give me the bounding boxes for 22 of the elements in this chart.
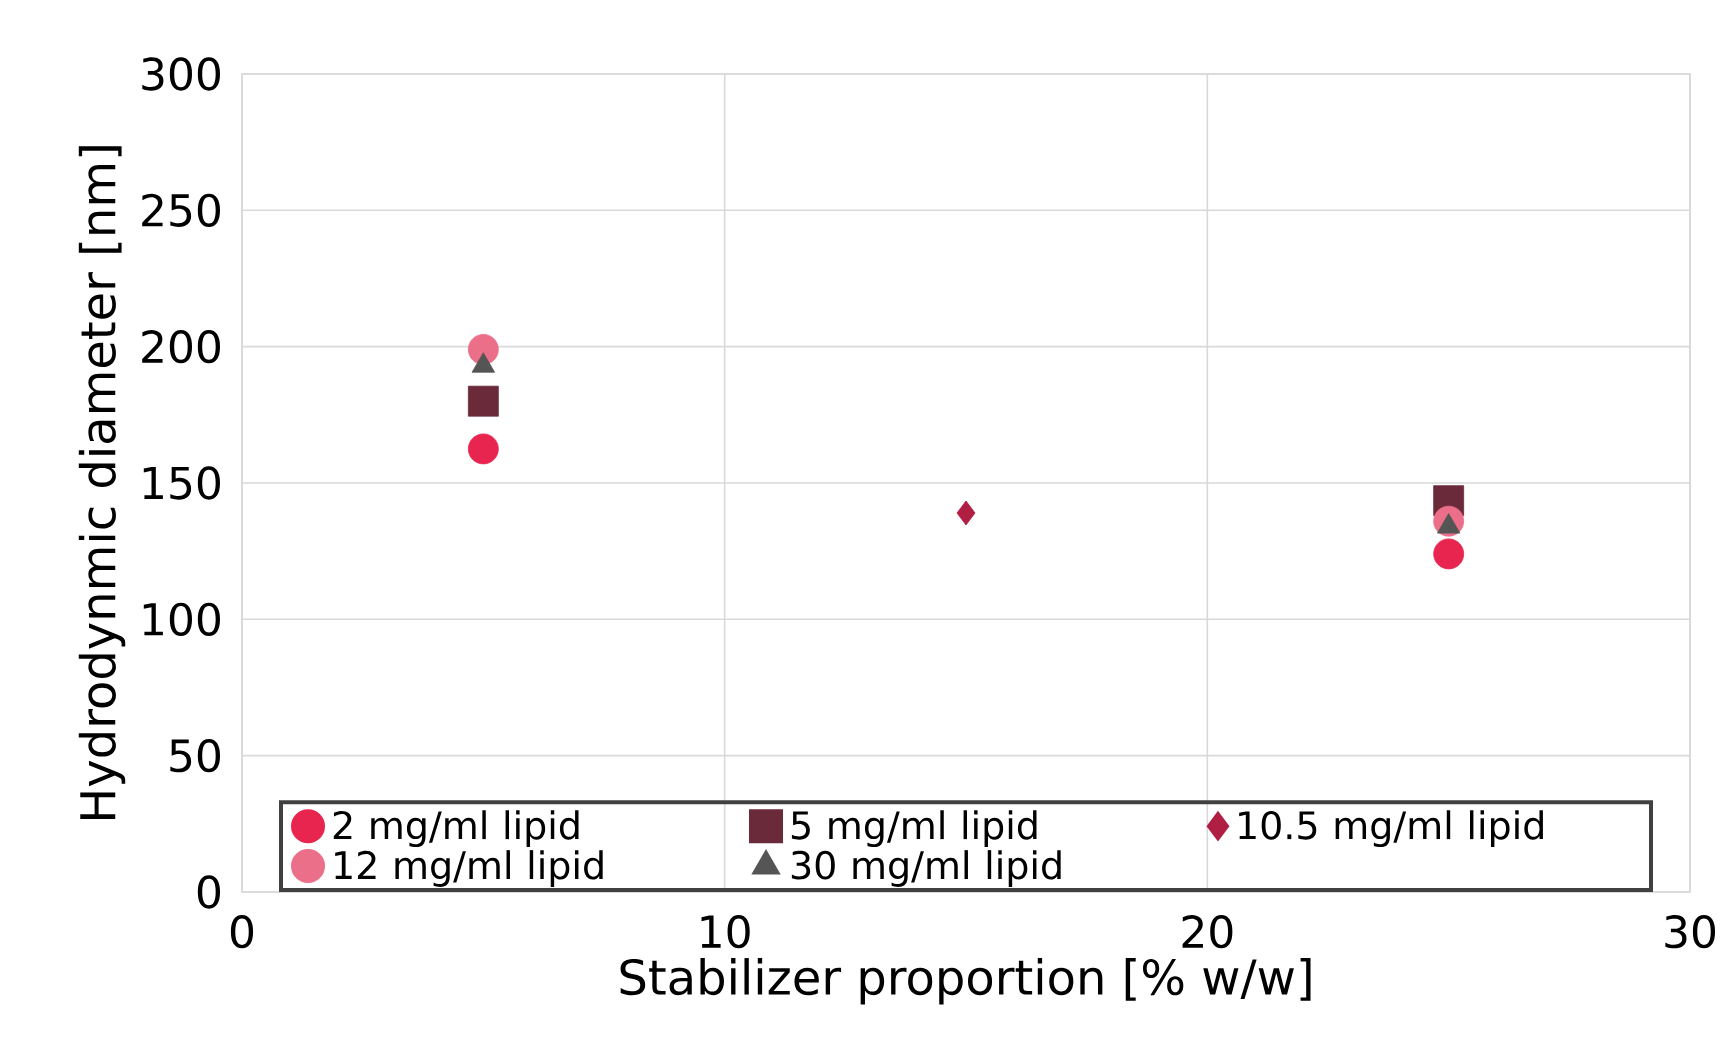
legend-label: 10.5 mg/ml lipid xyxy=(1239,810,1543,848)
x-tick-label: 0 xyxy=(230,915,254,949)
x-tick-label: 10 xyxy=(701,915,750,949)
x-tick-label: 20 xyxy=(1182,915,1233,949)
legend-label: 5 mg/ml lipid xyxy=(791,810,1037,848)
y-tick-label: 50 xyxy=(170,739,220,773)
y-tick-label: 250 xyxy=(142,193,220,227)
x-axis-title: Stabilizer proportion [% w/w] xyxy=(620,958,1311,1005)
y-tick-label: 300 xyxy=(142,57,220,91)
point xyxy=(1433,538,1465,570)
y-tick-label: 200 xyxy=(142,330,220,364)
x-tick-label: 30 xyxy=(1665,915,1716,949)
legend-label: 2 mg/ml lipid xyxy=(333,810,579,848)
point xyxy=(467,385,499,417)
y-axis-title: Hydrodynmic diameter [nm] xyxy=(78,146,126,820)
y-tick-label: 150 xyxy=(143,466,220,500)
y-tick-label: 0 xyxy=(197,875,221,909)
point xyxy=(467,433,499,465)
point xyxy=(956,500,976,526)
legend-label: 30 mg/ml lipid xyxy=(791,850,1061,887)
legend-label: 12 mg/ml lipid xyxy=(335,850,603,887)
y-tick-label: 100 xyxy=(143,602,220,636)
